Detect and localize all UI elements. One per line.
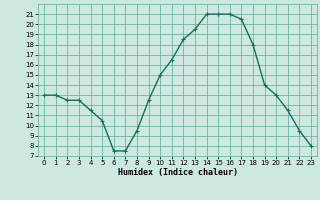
X-axis label: Humidex (Indice chaleur): Humidex (Indice chaleur) [118,168,238,177]
